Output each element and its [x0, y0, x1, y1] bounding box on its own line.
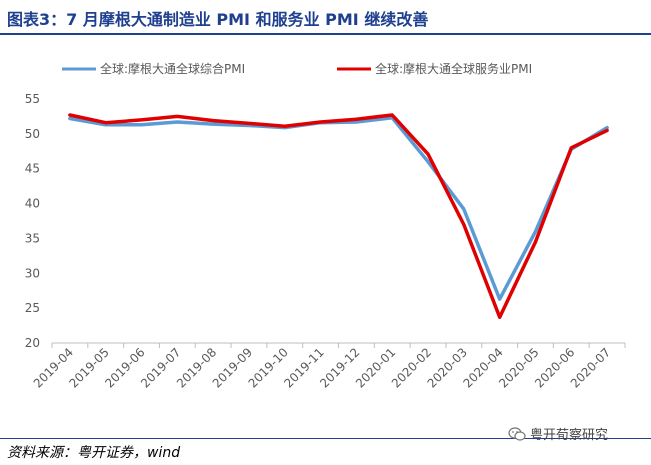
series-line-1 [68, 113, 609, 319]
chart-series [68, 113, 609, 319]
y-tick-label: 30 [25, 266, 40, 280]
y-tick-label: 40 [25, 197, 40, 211]
y-tick-label: 55 [25, 92, 40, 106]
watermark-text: 粤开荀察研究 [530, 428, 609, 443]
title-divider [0, 33, 651, 35]
series-line-0 [68, 116, 609, 301]
y-tick-label: 50 [25, 127, 40, 141]
pmi-line-chart: 全球:摩根大通全球综合PMI 全球:摩根大通全球服务业PMI 20 25 30 35 40… [25, 61, 626, 391]
y-tick-label: 45 [25, 162, 40, 176]
y-tick-label: 25 [25, 301, 40, 315]
footer-divider [0, 438, 651, 439]
source-note: 资料来源：粤开证券，wind [7, 445, 181, 461]
x-tick-label: 2020-07 [568, 345, 613, 390]
legend-label-0: 全球:摩根大通全球综合PMI [100, 61, 245, 76]
legend-label-1: 全球:摩根大通全球服务业PMI [375, 61, 532, 76]
wechat-icon [508, 426, 526, 441]
y-tick-label: 20 [25, 336, 40, 350]
chart-legend: 全球:摩根大通全球综合PMI 全球:摩根大通全球服务业PMI [62, 61, 532, 76]
watermark: 粤开荀察研究 [508, 424, 608, 443]
chart-title: 图表3：7 月摩根大通制造业 PMI 和服务业 PMI 继续改善 [7, 10, 429, 29]
y-tick-label: 35 [25, 231, 40, 245]
